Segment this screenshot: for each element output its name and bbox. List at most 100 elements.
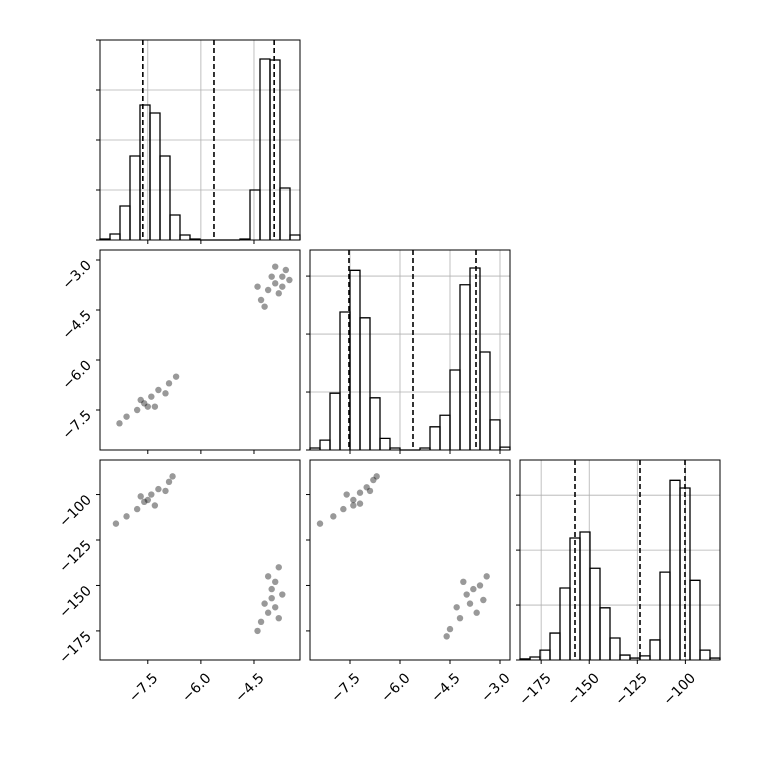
sample-point bbox=[366, 487, 374, 495]
sample-point bbox=[275, 614, 282, 622]
hist-bar bbox=[129, 155, 141, 240]
x-tick-label: −4.5 bbox=[428, 670, 463, 705]
sample-point bbox=[141, 400, 148, 407]
sample-point bbox=[123, 413, 130, 420]
hist-bar bbox=[689, 579, 701, 660]
hist-bar bbox=[159, 155, 171, 240]
x-tick-label: −150 bbox=[564, 670, 603, 709]
sample-point bbox=[162, 390, 169, 397]
x-tick-label: −3.0 bbox=[478, 670, 513, 705]
sample-point bbox=[350, 502, 357, 509]
sample-point bbox=[456, 614, 464, 622]
hist-bar bbox=[389, 447, 401, 450]
sample-point bbox=[133, 505, 141, 513]
hist-bar bbox=[659, 571, 671, 660]
sample-point bbox=[282, 266, 290, 274]
panel: −7.5 −6.0 −4.5 −3.0 bbox=[306, 459, 514, 706]
sample-point bbox=[272, 604, 279, 611]
sample-point bbox=[460, 578, 467, 586]
sample-point bbox=[343, 491, 350, 498]
x-tick-label: −6.0 bbox=[378, 670, 413, 705]
panel: −7.5 −6.0 −4.5 −100 −125 −150 −175 bbox=[56, 459, 301, 706]
hist-bar bbox=[139, 104, 151, 240]
sample-point bbox=[144, 496, 151, 504]
hist-bar bbox=[359, 317, 371, 450]
hist-bar bbox=[319, 439, 331, 450]
sample-point bbox=[350, 496, 357, 504]
hist-bar bbox=[429, 426, 441, 450]
sample-point bbox=[123, 513, 130, 520]
hist-bar bbox=[149, 112, 161, 240]
hist-bar bbox=[179, 234, 191, 240]
x-tick-label: −4.5 bbox=[232, 670, 267, 705]
hist-bar bbox=[249, 189, 261, 240]
hist-bar bbox=[699, 649, 711, 660]
hist-bar bbox=[279, 187, 291, 240]
sample-point bbox=[172, 373, 180, 380]
hist-bar bbox=[599, 607, 611, 660]
hist-bar bbox=[259, 58, 271, 240]
sample-point bbox=[141, 498, 148, 506]
hist-bar bbox=[369, 397, 381, 450]
sample-point bbox=[155, 485, 162, 493]
sample-point bbox=[268, 585, 275, 593]
panel: −175 −150 −125 −100 bbox=[516, 459, 721, 709]
sample-point bbox=[275, 564, 282, 571]
y-tick-label: −150 bbox=[56, 583, 95, 622]
panel-frame bbox=[99, 459, 301, 661]
sample-point bbox=[272, 263, 279, 270]
hist-bar bbox=[669, 479, 681, 660]
x-tick-label: −100 bbox=[660, 670, 699, 709]
sample-point bbox=[268, 273, 275, 280]
sample-point bbox=[268, 594, 275, 602]
hist-bar bbox=[349, 269, 361, 450]
sample-point bbox=[279, 591, 286, 598]
hist-bar bbox=[639, 655, 651, 660]
sample-point bbox=[483, 573, 490, 580]
sample-point bbox=[316, 520, 324, 527]
sample-point bbox=[148, 393, 155, 400]
sample-point bbox=[279, 283, 286, 290]
hist-bar bbox=[479, 351, 491, 450]
sample-point bbox=[466, 600, 474, 607]
sample-point bbox=[340, 505, 347, 513]
sample-point bbox=[480, 596, 487, 604]
y-tick-label: −7.5 bbox=[59, 408, 94, 443]
y-tick-label: −125 bbox=[56, 538, 95, 577]
sample-point bbox=[470, 585, 477, 593]
sample-point bbox=[257, 296, 265, 304]
panel bbox=[306, 249, 511, 454]
sample-point bbox=[165, 380, 173, 387]
x-tick-label: −125 bbox=[612, 670, 651, 709]
sample-point bbox=[165, 478, 173, 486]
sample-point bbox=[151, 502, 159, 509]
sample-point bbox=[151, 403, 159, 410]
hist-bar bbox=[559, 587, 571, 660]
sample-point bbox=[463, 591, 470, 598]
panel-frame bbox=[519, 459, 721, 661]
sample-point bbox=[453, 604, 460, 611]
sample-point bbox=[473, 609, 480, 616]
hist-bar bbox=[109, 233, 121, 240]
x-tick-label: −7.5 bbox=[126, 670, 161, 705]
sample-point bbox=[373, 473, 380, 480]
y-tick-label: −4.5 bbox=[59, 308, 94, 343]
hist-bar bbox=[489, 419, 501, 450]
sample-point bbox=[476, 582, 484, 589]
sample-point bbox=[254, 627, 261, 635]
sample-point bbox=[261, 600, 268, 607]
x-tick-label: −6.0 bbox=[179, 670, 214, 705]
hist-bar bbox=[119, 205, 131, 240]
hist-bar bbox=[579, 531, 591, 660]
hist-bar bbox=[649, 639, 661, 660]
hist-bar bbox=[459, 284, 471, 450]
sample-point bbox=[264, 609, 272, 616]
sample-point bbox=[272, 280, 279, 287]
y-tick-label: −100 bbox=[56, 492, 95, 531]
sample-point bbox=[254, 283, 261, 290]
hist-bar bbox=[589, 567, 601, 660]
sample-point bbox=[370, 476, 377, 484]
sample-point bbox=[112, 520, 120, 527]
sample-point bbox=[363, 484, 370, 491]
